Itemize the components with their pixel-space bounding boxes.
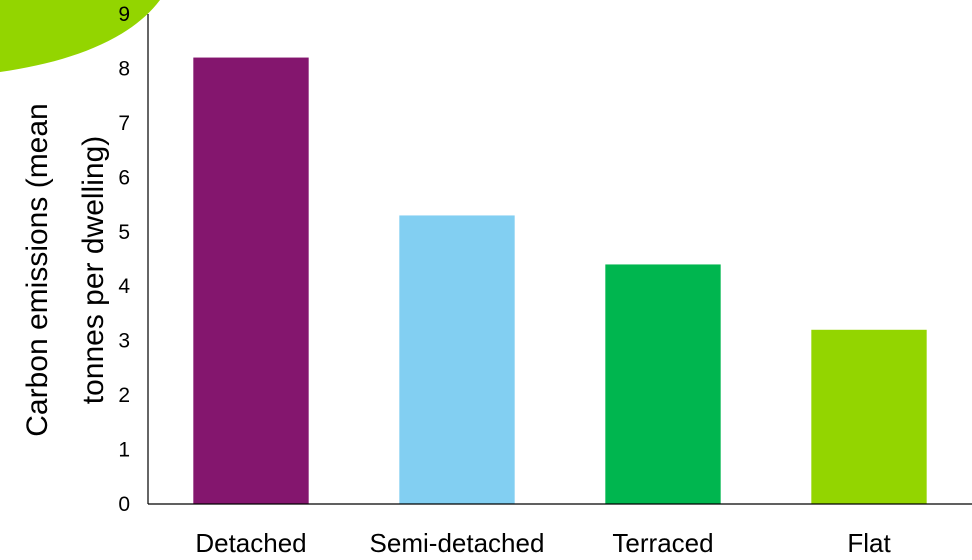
x-category-labels: Detached Semi-detached Terraced Flat [195, 528, 891, 558]
y-tick-labels: 0 1 2 3 4 5 6 7 8 9 [118, 3, 130, 516]
x-category-label: Detached [195, 528, 306, 558]
bar-flat [811, 329, 927, 504]
y-tick-label: 4 [118, 275, 130, 298]
bar-semi-detached [399, 215, 515, 504]
bar-detached [193, 57, 309, 505]
decorative-corner-shape [0, 0, 160, 72]
x-category-label: Flat [847, 528, 891, 558]
y-tick-label: 6 [118, 166, 130, 189]
y-tick-label: 1 [118, 439, 130, 462]
y-tick-label: 9 [118, 3, 130, 26]
x-category-label: Terraced [612, 528, 713, 558]
y-tick-label: 3 [118, 330, 130, 353]
y-axis-title-line-1: Carbon emissions (mean [21, 103, 54, 436]
y-tick-label: 0 [118, 493, 130, 516]
y-tick-label: 2 [118, 384, 130, 407]
y-tick-label: 7 [118, 112, 130, 135]
bar-terraced [605, 264, 721, 504]
x-category-label: Semi-detached [370, 528, 545, 558]
bars-group [193, 57, 927, 505]
y-tick-label: 5 [118, 221, 130, 244]
y-axis-title-line-2: tonnes per dwelling) [77, 136, 110, 405]
y-tick-label: 8 [118, 57, 130, 80]
